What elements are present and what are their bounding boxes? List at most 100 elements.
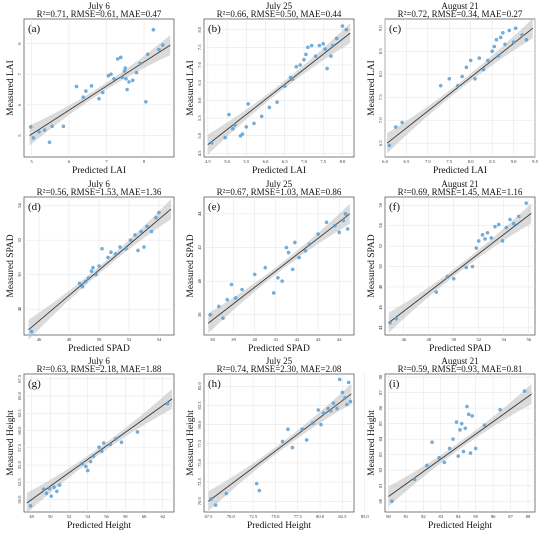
data-point (280, 279, 284, 283)
data-point (145, 52, 150, 57)
x-tick-label: 62 (160, 514, 165, 519)
y-axis-label: Measured SPAD (367, 234, 377, 297)
x-tick-label: 80 (386, 514, 391, 519)
x-axis-label: Predicted SPAD (429, 344, 491, 354)
data-point (133, 233, 137, 237)
data-point (80, 461, 84, 466)
data-point (493, 224, 497, 229)
data-point (252, 272, 257, 277)
y-tick-label: 52 (17, 237, 22, 242)
x-tick-label: 7.5 (446, 159, 452, 164)
y-axis-label: Measured SPAD (6, 234, 16, 297)
x-axis-label: Predicted LAI (72, 166, 126, 176)
y-tick-label: 80.0 (197, 420, 202, 429)
data-point (157, 210, 161, 215)
y-tick-label: 7.0 (197, 61, 202, 67)
data-point (504, 225, 509, 230)
x-tick-label: 7 (105, 159, 108, 164)
x-tick-label: 60 (142, 514, 147, 519)
data-point (28, 125, 33, 129)
x-axis-label: Predicted Height (247, 521, 311, 531)
data-point (52, 485, 56, 489)
x-tick-label: 54 (85, 514, 90, 519)
panel-letter: (g) (28, 378, 41, 390)
y-tick-label: 48 (378, 284, 383, 289)
panel-metrics: R²=0.59, RMSE=0.93, MAE=0.81 (398, 364, 523, 374)
y-tick-label: 6.5 (378, 140, 383, 146)
data-point (331, 401, 336, 405)
data-point (302, 57, 306, 62)
data-point (498, 407, 502, 412)
x-tick-label: 70.0 (227, 514, 236, 519)
x-tick-label: 6.5 (282, 159, 288, 164)
data-point (470, 414, 475, 418)
data-point (224, 491, 229, 496)
regression-line (388, 393, 532, 497)
data-point (346, 380, 351, 385)
data-point (271, 291, 276, 295)
data-point (304, 52, 308, 57)
x-tick-label: 52 (476, 337, 481, 342)
data-point (477, 56, 482, 60)
data-point (97, 445, 101, 449)
data-point (263, 265, 268, 270)
data-point (400, 120, 404, 125)
y-tick-label: 50 (17, 272, 22, 277)
data-point (496, 222, 501, 227)
data-point (520, 33, 524, 37)
data-point (89, 84, 94, 88)
data-point (231, 126, 235, 131)
x-tick-label: 9.0 (511, 159, 517, 164)
data-point (157, 47, 161, 52)
x-tick-label: 54 (157, 337, 162, 342)
y-axis-label: Measured LAI (367, 60, 377, 116)
x-tick-label: 5.0 (224, 159, 230, 164)
data-point (135, 430, 140, 434)
y-tick-label: 70.0 (197, 497, 202, 506)
data-point (466, 412, 471, 417)
data-point (297, 255, 301, 260)
data-point (323, 47, 327, 51)
data-point (337, 377, 342, 382)
data-point (100, 449, 104, 454)
x-tick-label: 48 (29, 514, 34, 519)
panel-title: July 25 (266, 179, 293, 189)
data-point (492, 44, 497, 49)
x-tick-label: 67.5 (204, 514, 213, 519)
data-point (298, 63, 302, 67)
regression-line (207, 213, 351, 324)
data-point (84, 89, 88, 93)
x-tick-label: 85.0 (361, 514, 370, 519)
panel-letter: (c) (389, 23, 402, 35)
panel-metrics: R²=0.69, RMSE=1.45, MAE=1.16 (398, 187, 523, 197)
data-point (139, 229, 143, 234)
data-point (454, 420, 459, 424)
x-tick-label: 82 (421, 514, 426, 519)
x-tick-label: 41 (274, 337, 279, 342)
y-tick-label: 82.5 (197, 401, 202, 410)
x-axis-label: Predicted Height (428, 521, 492, 531)
data-point (257, 488, 262, 493)
data-point (430, 440, 434, 445)
x-tick-label: 50 (97, 337, 102, 342)
data-point (275, 100, 279, 104)
data-point (485, 230, 490, 235)
data-point (240, 132, 245, 136)
y-tick-label: 7.0 (378, 117, 383, 123)
data-point (106, 255, 110, 260)
data-point (390, 499, 394, 503)
data-point (496, 54, 501, 58)
panel-metrics: R²=0.74, RMSE=2.30, MAE=2.08 (217, 364, 342, 374)
panel-d: July 6R²=0.56, RMSE=1.53, MAE=1.36 46 48 50… (6, 179, 175, 354)
data-point (447, 446, 452, 451)
y-tick-label: 8.5 (378, 48, 383, 54)
data-point (313, 54, 318, 58)
y-tick-label: 40 (197, 278, 202, 283)
data-point (476, 239, 481, 243)
y-tick-label: 7.5 (197, 44, 202, 50)
x-tick-label: 7.5 (320, 159, 326, 164)
data-point (387, 143, 392, 148)
x-tick-label: 56 (104, 514, 109, 519)
data-point (319, 422, 323, 427)
